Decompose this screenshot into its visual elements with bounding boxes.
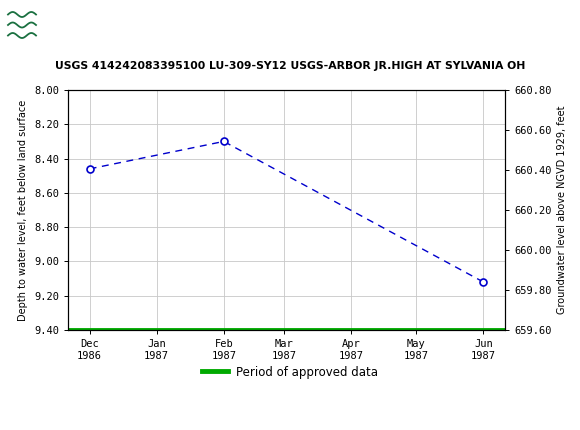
Y-axis label: Depth to water level, feet below land surface: Depth to water level, feet below land su… [19, 99, 28, 321]
Legend: Period of approved data: Period of approved data [198, 361, 382, 384]
Text: USGS: USGS [43, 15, 107, 35]
Y-axis label: Groundwater level above NGVD 1929, feet: Groundwater level above NGVD 1929, feet [557, 106, 567, 314]
Bar [6, 4, 38, 46]
Text: USGS 414242083395100 LU-309-SY12 USGS-ARBOR JR.HIGH AT SYLVANIA OH: USGS 414242083395100 LU-309-SY12 USGS-AR… [55, 61, 525, 71]
